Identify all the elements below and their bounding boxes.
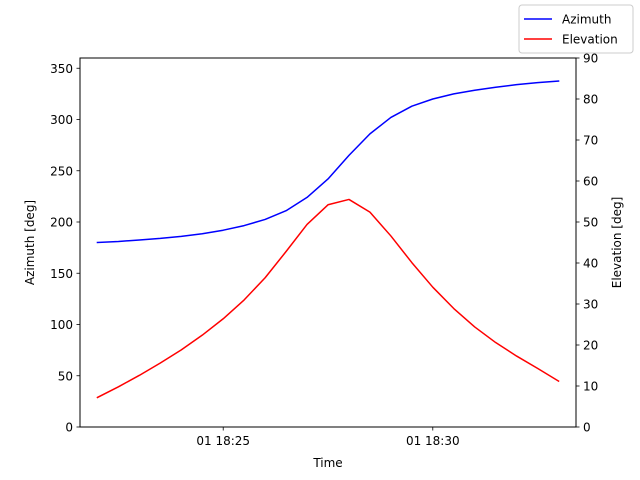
right-tick-label: 0 [583, 421, 591, 435]
series-line-azimuth [96, 80, 560, 244]
right-tick-label: 10 [583, 380, 598, 394]
x-axis-title: Time [312, 456, 342, 470]
right-tick-label: 20 [583, 339, 598, 353]
legend-box [518, 4, 634, 54]
plot-frame [79, 57, 577, 428]
x-axis: 01 18:25 01 18:30 [196, 427, 460, 448]
left-tick-label: 150 [50, 267, 73, 281]
left-tick-label: 250 [50, 164, 73, 178]
legend: Azimuth Elevation [518, 4, 634, 54]
right-tick-label: 90 [583, 52, 598, 66]
right-axis: 0 10 20 30 40 50 60 70 80 90 [576, 52, 598, 435]
legend-label-elevation: Elevation [562, 33, 618, 47]
left-tick-label: 300 [50, 113, 73, 127]
x-tick-label: 01 18:30 [406, 434, 460, 448]
left-tick-label: 50 [58, 369, 73, 383]
left-axis: 0 50 100 150 200 250 300 350 [50, 62, 80, 435]
right-tick-label: 50 [583, 216, 598, 230]
left-tick-label: 0 [65, 421, 73, 435]
plot-lines [96, 80, 560, 399]
right-tick-label: 80 [583, 93, 598, 107]
right-tick-label: 70 [583, 134, 598, 148]
left-tick-label: 350 [50, 62, 73, 76]
x-tick-label: 01 18:25 [196, 434, 250, 448]
left-tick-label: 200 [50, 216, 73, 230]
right-tick-label: 30 [583, 298, 598, 312]
left-tick-label: 100 [50, 318, 73, 332]
legend-label-azimuth: Azimuth [562, 13, 611, 27]
right-tick-label: 60 [583, 175, 598, 189]
right-axis-title: Elevation [deg] [610, 197, 624, 289]
left-axis-title: Azimuth [deg] [23, 200, 37, 285]
series-line-elevation [96, 198, 560, 399]
right-tick-label: 40 [583, 257, 598, 271]
